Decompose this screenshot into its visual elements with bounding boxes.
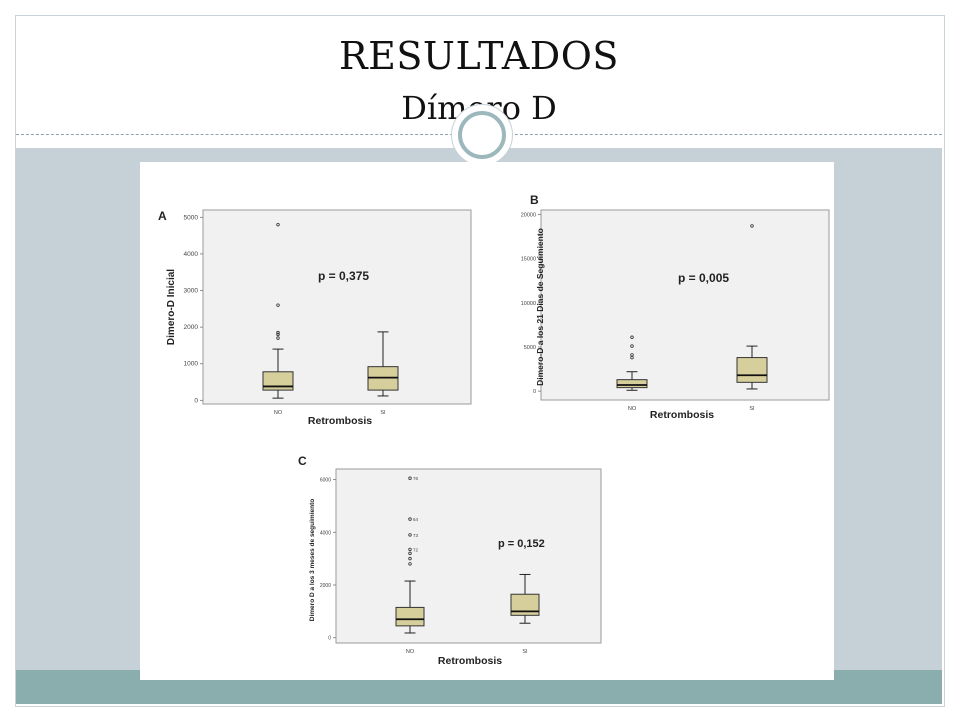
y-tick-label: 3000 [184, 288, 199, 295]
y-axis-label: Dimero-D Inicial [166, 269, 177, 345]
p-value-annotation: p = 0,375 [318, 269, 369, 283]
outlier-point [408, 551, 412, 556]
y-tick-label: 4000 [184, 251, 199, 258]
outlier-point [630, 344, 634, 348]
outlier-point [630, 353, 634, 357]
outlier-point [408, 556, 412, 561]
y-tick-label: 0 [328, 636, 331, 642]
y-axis-label: Dimero D a los 3 meses de seguimiento [309, 499, 316, 621]
y-tick-label: 2000 [184, 324, 199, 331]
y-tick-label: 6000 [320, 478, 331, 484]
plot-area [202, 209, 472, 405]
plot-area [335, 468, 602, 644]
outlier-point [408, 547, 412, 552]
boxplot-figure: 0 1000 2000 3000 4000 5000 NO SI A Dimero-D Inici… [158, 193, 830, 667]
outlier-id: 73 [413, 533, 419, 538]
x-tick-label: NO [628, 406, 637, 412]
outlier-point [276, 222, 280, 227]
iqr-box [616, 379, 648, 389]
y-tick-label: 5000 [524, 345, 536, 351]
iqr-box [736, 357, 768, 383]
x-axis-label: Retrombosis [650, 409, 714, 421]
p-value-annotation: p = 0,152 [498, 538, 545, 550]
iqr-box [395, 606, 425, 627]
outlier-point [408, 517, 412, 521]
boxplot-panel-c: 0 2000 4000 6000 NO SI C Dimero D a los 3 meses… [298, 454, 602, 667]
outlier-point [276, 303, 280, 307]
panel-label: A [158, 209, 167, 223]
outlier-id: 76 [413, 476, 419, 481]
panel-label: B [530, 193, 539, 207]
slide-title: RESULTADOS [339, 34, 619, 78]
y-tick-label: 0 [533, 389, 536, 395]
y-tick-label: 1000 [184, 361, 199, 368]
plot-area [540, 209, 830, 401]
x-tick-label: SI [749, 406, 755, 412]
figure-panel: 0 1000 2000 3000 4000 5000 NO SI A Dimero-D Inici… [140, 162, 834, 680]
x-tick-label: NO [406, 649, 415, 655]
y-tick-label: 4000 [320, 530, 331, 536]
box-si [510, 573, 540, 624]
panel-label: C [298, 454, 307, 468]
x-axis-label: Retrombosis [308, 415, 372, 427]
box-no [616, 335, 648, 391]
y-tick-label: 0 [194, 397, 198, 404]
boxplot-panel-b: 0 5000 10000 15000 20000 NO SI B Dimero-D a los … [521, 193, 830, 421]
outlier-id: 72 [413, 547, 419, 552]
outlier-id: 64 [413, 517, 419, 522]
slide-frame [15, 15, 945, 707]
y-tick-label: 15000 [521, 257, 536, 263]
outlier-point [276, 332, 280, 337]
outlier-point [408, 562, 412, 566]
outlier-point [408, 533, 412, 537]
x-tick-label: NO [274, 410, 283, 416]
outlier-point [630, 335, 634, 339]
box-no [262, 222, 294, 399]
divider-circle-ring [458, 111, 506, 159]
outlier-point [276, 336, 280, 340]
box-si [367, 331, 399, 397]
x-tick-label: SI [380, 410, 386, 416]
outlier-point [750, 224, 754, 228]
x-axis-label: Retrombosis [438, 655, 502, 667]
y-tick-label: 2000 [320, 583, 331, 589]
boxplot-panel-a: 0 1000 2000 3000 4000 5000 NO SI A Dimero-D Inici… [158, 209, 472, 427]
y-tick-label: 20000 [521, 212, 536, 218]
p-value-annotation: p = 0,005 [678, 271, 729, 285]
outlier-point [408, 476, 412, 480]
outlier-point [276, 330, 280, 335]
iqr-box [510, 593, 540, 616]
iqr-box [262, 371, 294, 391]
y-tick-label: 10000 [521, 301, 536, 307]
box-si [736, 224, 768, 390]
y-axis-label: Dimero-D a los 21 Dias de Seguimiento [535, 228, 545, 386]
x-tick-label: SI [522, 649, 528, 655]
y-tick-label: 5000 [184, 214, 199, 221]
box-no: 72 73 64 76 [395, 476, 425, 634]
